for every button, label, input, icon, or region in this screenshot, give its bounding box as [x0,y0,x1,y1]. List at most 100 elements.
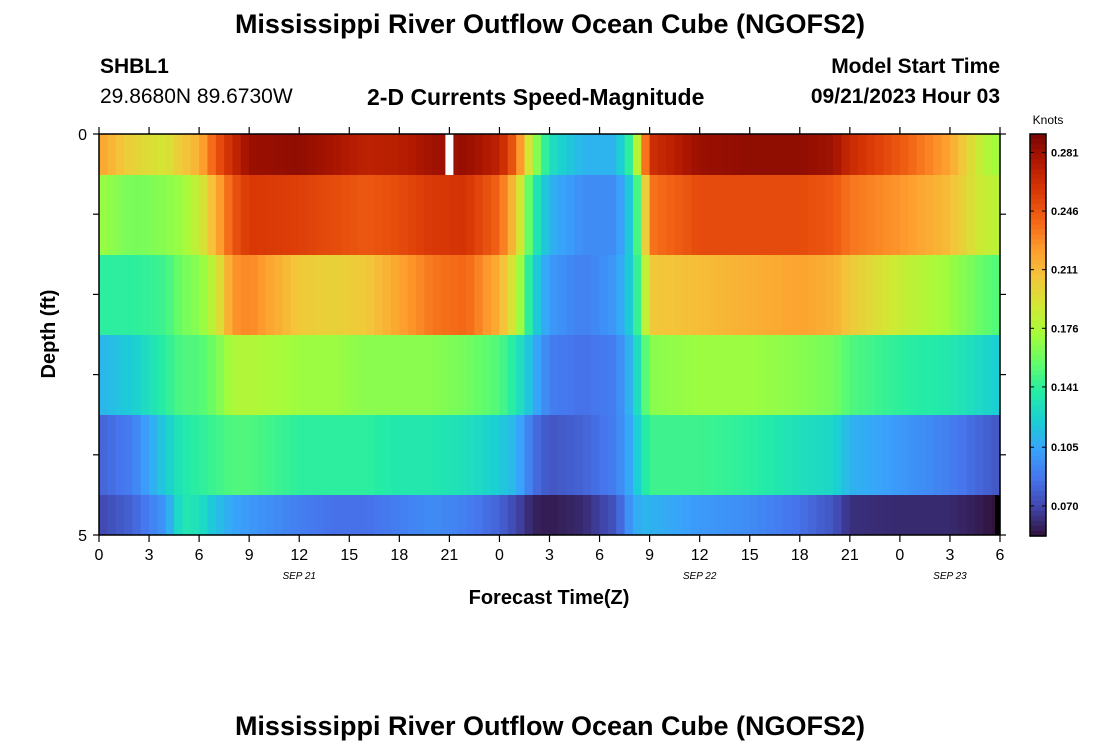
heatmap-cell [791,335,801,415]
heatmap-cell [390,255,400,335]
colorbar-segment [1030,164,1046,170]
colorbar-segment [1030,209,1046,216]
heatmap-cell [374,175,384,255]
heatmap-cell [124,415,133,495]
heatmap-cell [841,175,851,255]
heatmap-cell [174,255,184,335]
heatmap-cell [691,335,701,415]
heatmap-cell [324,415,334,495]
colorbar-segment [1030,480,1046,487]
heatmap-cell [866,175,876,255]
heatmap-cell [399,415,409,495]
heatmap-cell [924,495,934,535]
heatmap-cell [390,495,400,535]
heatmap-cell [908,335,918,415]
heatmap-cell [232,335,242,415]
heatmap-cell [808,255,818,335]
heatmap-cell [924,255,934,335]
heatmap-cell [741,495,751,535]
colorbar-segment [1030,385,1046,391]
heatmap-cell [649,134,659,175]
colorbar-segment [1030,445,1046,452]
heatmap-cell [791,415,801,495]
colorbar-segment [1030,530,1046,537]
heatmap-cell [883,255,893,335]
heatmap-cell [482,255,492,335]
heatmap-cell [99,255,108,335]
heatmap-cell [274,175,284,255]
x-tick-label: 3 [545,547,554,564]
heatmap-cell [549,134,559,175]
heatmap-cell [858,415,868,495]
heatmap-cell [891,255,901,335]
heatmap-cell [966,495,976,535]
heatmap-cell [165,495,175,535]
heatmap-cell [699,255,709,335]
heatmap-cell [157,335,167,415]
heatmap-cell [616,255,626,335]
heatmap-cell [315,495,325,535]
heatmap-cell [924,335,934,415]
heatmap-cell [140,495,150,535]
missing-data-cell [994,495,1000,535]
heatmap-cell [199,495,209,535]
heatmap-cell [257,495,267,535]
heatmap-cell [274,415,284,495]
heatmap-cell [365,255,375,335]
second-chart-title: Mississippi River Outflow Ocean Cube (NG… [234,711,866,741]
heatmap-cell [966,415,976,495]
heatmap-cell [507,255,517,335]
x-tick-label: 6 [195,547,204,564]
heatmap-cell [382,335,392,415]
heatmap-cell [357,495,367,535]
heatmap-cell [432,495,442,535]
heatmap-cell [858,255,868,335]
heatmap-cell [866,255,876,335]
heatmap-cell [265,335,275,415]
heatmap-cell [315,134,325,175]
x-date-label: SEP 23 [933,571,967,582]
heatmap-cell [441,335,450,415]
heatmap-cell [541,175,551,255]
colorbar-segment [1030,219,1046,226]
heatmap-cell [349,175,359,255]
heatmap-cell [983,335,993,415]
colorbar-segment [1030,249,1046,256]
heatmap-cell [824,134,834,175]
heatmap-cell [591,255,601,335]
heatmap-cell [507,415,517,495]
heatmap-cell [574,255,584,335]
x-tick-label: 12 [691,547,709,564]
colorbar-segment [1030,505,1046,512]
heatmap-cell [566,415,576,495]
colorbar-segment [1030,375,1046,381]
heatmap-cell [124,495,133,535]
heatmap-cell [349,134,359,175]
heatmap-cell [324,134,334,175]
heatmap-cell [232,415,242,495]
heatmap-cell [624,415,634,495]
heatmap-cell [649,255,659,335]
heatmap-cell [365,495,375,535]
heatmap-cell [657,175,667,255]
heatmap-cell [607,495,617,535]
heatmap-cell [115,415,125,495]
colorbar-tick-label: 0.281 [1051,147,1079,159]
heatmap-cell [833,175,843,255]
heatmap-cell [466,134,476,175]
heatmap-cell [290,335,300,415]
heatmap-cell [432,335,442,415]
heatmap-cell [140,415,150,495]
heatmap-cell [215,255,225,335]
heatmap-cell [165,255,175,335]
heatmap-cell [257,335,267,415]
heatmap-cell [449,335,459,415]
heatmap-cell [207,495,217,535]
heatmap-cell [182,134,192,175]
heatmap-cell [899,255,909,335]
heatmap-cell [357,255,367,335]
heatmap-cell [541,335,551,415]
heatmap-cell [390,415,400,495]
heatmap-cell [424,415,434,495]
heatmap-cell [933,175,943,255]
